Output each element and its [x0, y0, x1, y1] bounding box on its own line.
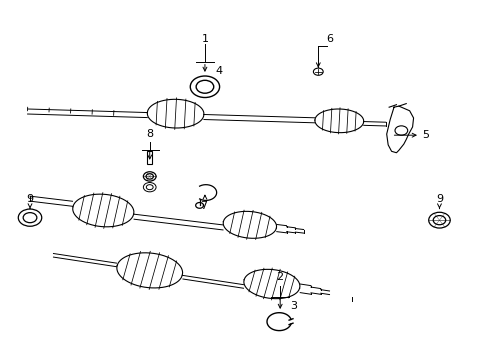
Text: 3: 3 [290, 301, 297, 311]
Text: 8: 8 [146, 129, 153, 139]
Text: 2: 2 [277, 272, 284, 282]
Text: 9: 9 [436, 194, 443, 204]
Text: 5: 5 [422, 130, 429, 140]
Text: 6: 6 [327, 35, 334, 44]
Bar [147, 151, 152, 164]
Text: 1: 1 [201, 34, 208, 44]
Text: 4: 4 [216, 66, 223, 76]
Text: 7: 7 [200, 201, 207, 211]
Text: 9: 9 [26, 194, 34, 204]
